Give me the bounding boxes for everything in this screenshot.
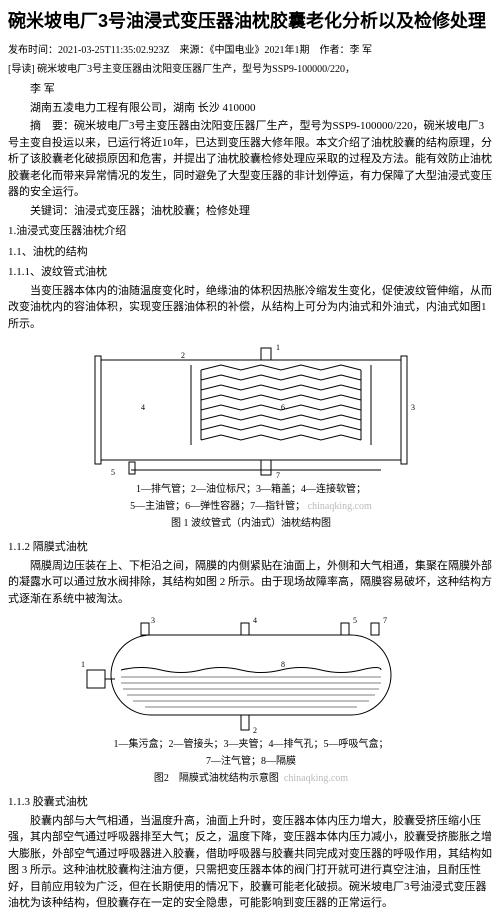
figure-2-labels: 1—集污盒；2—管接头；3—夹管；4—排气孔；5—呼吸气盒； bbox=[8, 737, 494, 752]
section-1-1: 1.1、油枕的结构 bbox=[8, 244, 494, 261]
meta-line: 发布时间：2021-03-25T11:35:02.923Z 来源：《中国电业》2… bbox=[8, 43, 494, 58]
abstract-label: 摘 要： bbox=[30, 120, 74, 132]
section-1-1-2: 1.1.2 隔膜式油枕 bbox=[8, 539, 494, 556]
abstract-text: 碗米坡电厂3号主变压器由沈阳变压器厂生产，型号为SSP9-100000/220，… bbox=[8, 120, 492, 198]
svg-text:7: 7 bbox=[383, 616, 387, 625]
figure-2: 3 4 5 7 8 1 2 1—集污盒；2—管接头；3—夹管；4—排气孔；5—呼… bbox=[8, 615, 494, 786]
abstract: 摘 要：碗米坡电厂3号主变压器由沈阳变压器厂生产，型号为SSP9-100000/… bbox=[8, 118, 494, 201]
svg-text:2: 2 bbox=[181, 351, 185, 360]
svg-text:2: 2 bbox=[253, 726, 257, 735]
para-1-1-3: 胶囊内部与大气相通，当温度升高，油面上升时，变压器本体内压力增大，胶囊受挤压缩小… bbox=[8, 813, 494, 912]
para-1-1-1: 当变压器本体内的油随温度变化时，绝缘油的体积因热胀冷缩发生变化，促使波纹管伸缩，… bbox=[8, 283, 494, 333]
figure-2-labels2: 7—注气管；8—隔膜 bbox=[8, 754, 494, 769]
figure-1-caption: 图 1 波纹管式（内油式）油枕结构图 bbox=[8, 516, 494, 531]
svg-text:3: 3 bbox=[151, 616, 155, 625]
lead-line: [导读] 碗米坡电厂3号主变压器由沈阳变压器厂生产，型号为SSP9-100000… bbox=[8, 62, 494, 77]
svg-text:7: 7 bbox=[276, 471, 280, 480]
figure-2-caption: 图2 隔膜式油枕结构示意图 bbox=[154, 773, 279, 784]
svg-text:1: 1 bbox=[276, 343, 280, 352]
figure-1-labels: 1—排气管；2—油位标尺；3—箱盖；4—连接软管； bbox=[8, 482, 494, 497]
affiliation: 湖南五凌电力工程有限公司，湖南 长沙 410000 bbox=[8, 100, 494, 117]
svg-text:8: 8 bbox=[281, 660, 285, 669]
watermark-2: chinaqking.com bbox=[284, 773, 348, 784]
svg-text:4: 4 bbox=[253, 616, 257, 625]
watermark-1: chinaqking.com bbox=[308, 501, 372, 512]
keywords-label: 关键词： bbox=[30, 205, 74, 217]
section-1-1-3: 1.1.3 胶囊式油枕 bbox=[8, 794, 494, 811]
section-1: 1.油浸式变压器油枕介绍 bbox=[8, 223, 494, 240]
figure-1-svg: 1 2 6 3 5 7 4 bbox=[81, 340, 421, 480]
figure-1-labels2: 5—主油管；6—弹性容器；7—指针管； bbox=[130, 501, 305, 512]
figure-1: 1 2 6 3 5 7 4 1—排气管；2—油位标尺；3—箱盖；4—连接软管； … bbox=[8, 340, 494, 531]
keywords: 关键词：油浸式变压器；油枕胶囊；检修处理 bbox=[8, 203, 494, 220]
page-title: 碗米坡电厂3号油浸式变压器油枕胶囊老化分析以及检修处理 bbox=[8, 8, 494, 35]
svg-text:1: 1 bbox=[81, 660, 85, 669]
author-line: 李 军 bbox=[8, 81, 494, 98]
svg-text:5: 5 bbox=[353, 616, 357, 625]
para-1-1-2: 隔膜周边压装在上、下柜沿之间，隔膜的内侧紧贴在油面上，外侧和大气相通，集聚在隔膜… bbox=[8, 558, 494, 608]
keywords-text: 油浸式变压器；油枕胶囊；检修处理 bbox=[74, 205, 250, 217]
figure-2-svg: 3 4 5 7 8 1 2 bbox=[81, 615, 421, 735]
svg-text:4: 4 bbox=[141, 403, 145, 412]
svg-text:3: 3 bbox=[411, 403, 415, 412]
svg-text:5: 5 bbox=[111, 468, 115, 477]
svg-text:6: 6 bbox=[281, 403, 285, 412]
section-1-1-1: 1.1.1、波纹管式油枕 bbox=[8, 264, 494, 281]
